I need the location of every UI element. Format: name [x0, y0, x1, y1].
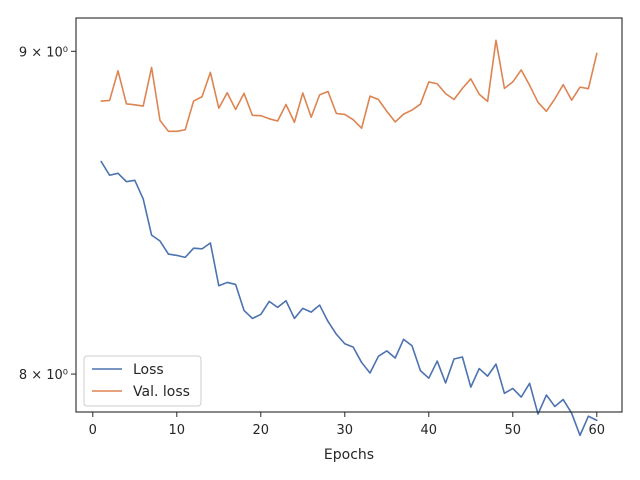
- legend: Loss Val. loss: [83, 355, 202, 407]
- x-axis-label: Epochs: [324, 447, 374, 463]
- plot-frame: [75, 17, 623, 413]
- x-axis: 0 10 20 30 40 50 60: [89, 412, 605, 438]
- y-axis: 8 × 10⁰ 9 × 10⁰: [19, 45, 76, 383]
- series-line-loss: [100, 160, 598, 437]
- x-tick-label: 30: [337, 423, 354, 438]
- x-tick-label: 60: [589, 423, 606, 438]
- y-tick-label: 9 × 10⁰: [19, 45, 68, 60]
- y-tick-label: 8 × 10⁰: [19, 368, 68, 383]
- legend-label-loss: Loss: [133, 362, 164, 378]
- x-tick-label: 20: [253, 423, 270, 438]
- x-tick-label: 50: [505, 423, 522, 438]
- legend-label-val-loss: Val. loss: [133, 384, 190, 400]
- x-tick-label: 0: [89, 423, 97, 438]
- x-tick-label: 10: [169, 423, 186, 438]
- plot-lines: [100, 39, 598, 437]
- series-line-val-loss: [100, 39, 598, 133]
- x-tick-label: 40: [421, 423, 438, 438]
